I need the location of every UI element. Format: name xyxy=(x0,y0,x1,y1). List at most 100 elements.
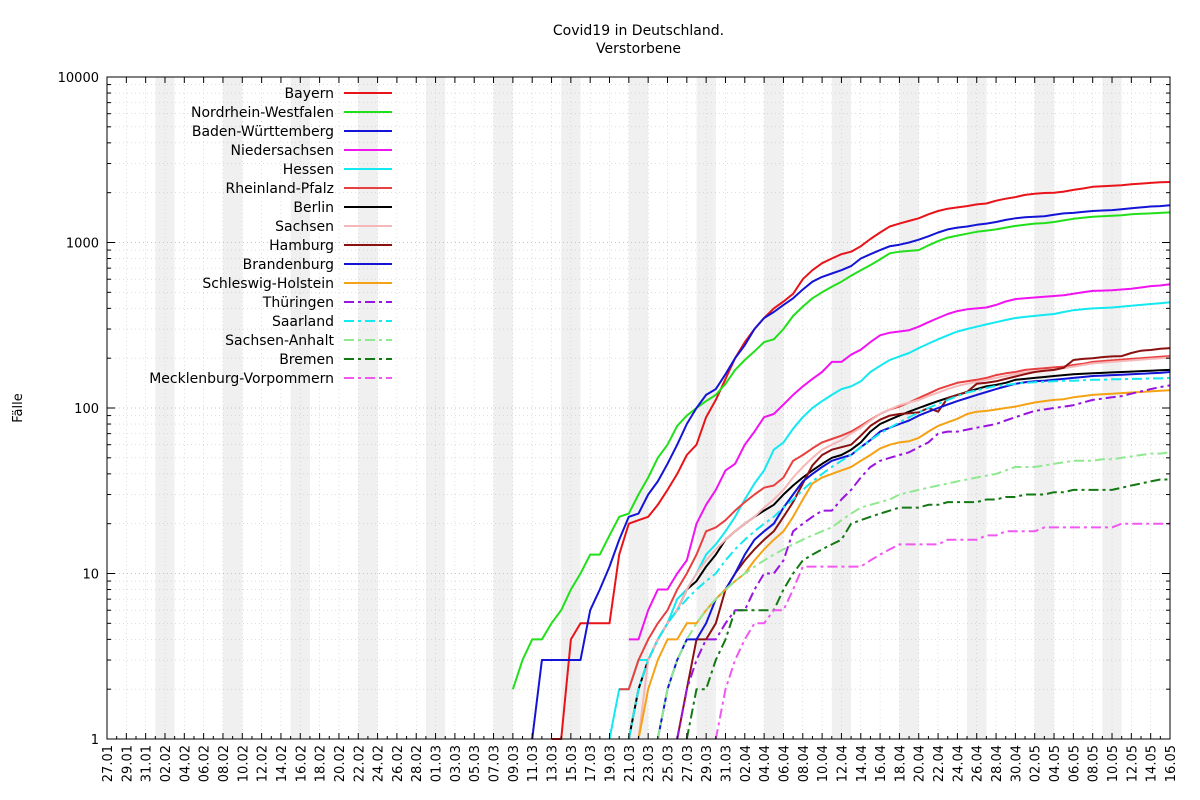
axis-ticks: 1 10 100 1000 10000 27.01 29.01 31.01 02.02 04.02… xyxy=(58,71,1179,782)
legend-label: Hessen xyxy=(283,162,334,178)
legend-label: Berlin xyxy=(293,200,334,216)
x-tick-label: 26.02 xyxy=(391,745,406,782)
x-tick-label: 29.01 xyxy=(120,745,135,782)
x-tick-label: 05.03 xyxy=(468,745,483,782)
series-line-hamburg xyxy=(676,347,1171,740)
legend-label: Bayern xyxy=(285,86,334,102)
x-tick-label: 08.05 xyxy=(1087,745,1102,782)
legend-label: Rheinland-Pfalz xyxy=(226,181,334,197)
y-tick-label: 1 xyxy=(91,733,99,748)
x-tick-label: 24.02 xyxy=(372,745,387,782)
chart-subtitle: Verstorbene xyxy=(596,41,681,57)
y-tick-label: 10000 xyxy=(58,71,99,86)
series-line-niedersachsen xyxy=(628,283,1171,641)
x-tick-label: 02.04 xyxy=(739,745,754,782)
x-tick-label: 12.04 xyxy=(835,745,850,782)
x-tick-label: 15.03 xyxy=(565,745,580,782)
chart-title: Covid19 in Deutschland. xyxy=(553,23,724,39)
legend-label: Hamburg xyxy=(269,238,334,254)
x-tick-label: 20.04 xyxy=(913,745,928,782)
legend-label: Nordrhein-Westfalen xyxy=(191,105,334,121)
x-tick-label: 11.03 xyxy=(526,745,541,782)
x-tick-label: 12.05 xyxy=(1125,745,1140,782)
x-tick-label: 04.02 xyxy=(178,745,193,782)
x-tick-label: 19.03 xyxy=(604,745,619,782)
x-tick-label: 26.04 xyxy=(971,745,986,782)
series-line-brandenburg xyxy=(656,371,1171,740)
series-line-bayern xyxy=(551,181,1171,740)
series-line-th-ringen xyxy=(676,384,1171,740)
series-line-bremen xyxy=(685,478,1170,740)
y-tick-label: 100 xyxy=(74,402,99,417)
x-tick-label: 18.02 xyxy=(314,745,329,782)
series-line-mecklenburg-vorpommern xyxy=(714,522,1170,740)
series-line-sachsen-anhalt xyxy=(656,451,1171,740)
legend-label: Brandenburg xyxy=(243,257,334,273)
y-axis-label: Fälle xyxy=(11,393,26,422)
x-tick-label: 10.05 xyxy=(1106,745,1121,782)
legend-label: Schleswig-Holstein xyxy=(202,276,334,292)
series-line-nordrhein-westfalen xyxy=(511,211,1171,690)
legend-label: Baden-Württemberg xyxy=(192,124,334,140)
series-line-berlin xyxy=(627,368,1171,740)
x-tick-label: 28.04 xyxy=(990,745,1005,782)
x-tick-label: 16.05 xyxy=(1164,745,1179,782)
legend-label: Sachsen-Anhalt xyxy=(225,333,334,349)
series-line-hessen xyxy=(608,301,1171,740)
legend-label: Mecklenburg-Vorpommern xyxy=(149,371,334,387)
x-tick-label: 02.02 xyxy=(159,745,174,782)
series-line-baden-w-rttemberg xyxy=(531,204,1171,740)
weekend-band xyxy=(1102,77,1122,739)
x-tick-label: 30.04 xyxy=(1009,745,1024,782)
x-tick-label: 31.03 xyxy=(719,745,734,782)
legend: Bayern Nordrhein-Westfalen Baden-Württembe… xyxy=(149,86,392,387)
legend-label: Bremen xyxy=(279,352,334,368)
x-tick-label: 08.02 xyxy=(217,745,232,782)
x-tick-label: 03.03 xyxy=(449,745,464,782)
series-lines xyxy=(511,181,1171,740)
y-tick-label: 10 xyxy=(82,568,99,583)
series-line-sachsen xyxy=(637,356,1171,740)
legend-label: Niedersachsen xyxy=(231,143,334,159)
x-tick-label: 24.04 xyxy=(951,745,966,782)
x-tick-label: 06.04 xyxy=(777,745,792,782)
x-tick-label: 10.04 xyxy=(816,745,831,782)
series-line-saarland xyxy=(627,376,1171,740)
x-tick-label: 31.01 xyxy=(140,745,155,782)
x-tick-label: 25.03 xyxy=(661,745,676,782)
x-tick-label: 04.05 xyxy=(1048,745,1063,782)
x-tick-label: 13.03 xyxy=(546,745,561,782)
weekend-band xyxy=(155,77,175,739)
x-tick-label: 23.03 xyxy=(642,745,657,782)
x-tick-label: 10.02 xyxy=(236,745,251,782)
x-tick-label: 16.02 xyxy=(294,745,309,782)
x-tick-label: 04.04 xyxy=(758,745,773,782)
weekend-band xyxy=(899,77,919,739)
legend-label: Saarland xyxy=(272,314,334,330)
x-tick-label: 09.03 xyxy=(507,745,522,782)
x-tick-label: 14.02 xyxy=(275,745,290,782)
x-tick-label: 01.03 xyxy=(430,745,445,782)
x-tick-label: 20.02 xyxy=(333,745,348,782)
legend-label: Sachsen xyxy=(275,219,334,235)
y-tick-label: 1000 xyxy=(66,237,99,252)
x-tick-label: 06.05 xyxy=(1067,745,1082,782)
x-tick-label: 17.03 xyxy=(584,745,599,782)
x-tick-label: 12.02 xyxy=(256,745,271,782)
x-tick-label: 02.05 xyxy=(1029,745,1044,782)
x-tick-label: 28.02 xyxy=(410,745,425,782)
x-tick-label: 29.03 xyxy=(700,745,715,782)
legend-label: Thüringen xyxy=(262,295,334,311)
x-tick-label: 14.04 xyxy=(855,745,870,782)
x-tick-label: 14.05 xyxy=(1145,745,1160,782)
x-tick-label: 27.03 xyxy=(681,745,696,782)
x-tick-label: 21.03 xyxy=(623,745,638,782)
x-tick-label: 08.04 xyxy=(797,745,812,782)
x-tick-label: 22.04 xyxy=(932,745,947,782)
x-tick-label: 18.04 xyxy=(893,745,908,782)
x-tick-label: 06.02 xyxy=(198,745,213,782)
x-tick-label: 07.03 xyxy=(488,745,503,782)
x-tick-label: 16.04 xyxy=(874,745,889,782)
